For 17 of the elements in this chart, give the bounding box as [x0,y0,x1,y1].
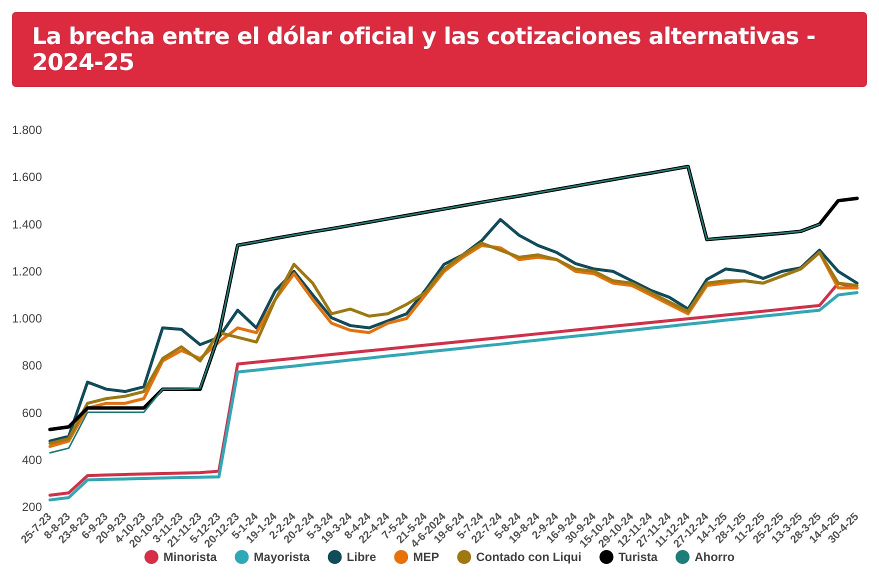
legend-label: Minorista [163,550,218,564]
y-tick-label: 800 [22,358,42,373]
y-tick-label: 1.000 [12,312,42,326]
legend-label: Contado con Liqui [476,550,582,564]
y-tick-label: 400 [22,452,42,467]
y-tick-label: 200 [22,500,42,514]
y-tick-label: 600 [22,406,42,420]
legend-label: Turista [618,550,658,564]
y-tick-label: 1.200 [12,264,42,278]
legend-label: Mayorista [254,550,310,564]
legend-label: Ahorro [694,550,735,564]
legend-label: Libre [346,550,376,564]
y-tick-label: 1.800 [12,123,42,137]
chart-title: La brecha entre el dólar oficial y las cotizaciones alternativas - 2024-25 [31,24,816,76]
y-tick-label: 1.600 [12,170,42,184]
legend-label: MEP [413,550,440,564]
y-tick-label: 1.400 [12,217,42,232]
